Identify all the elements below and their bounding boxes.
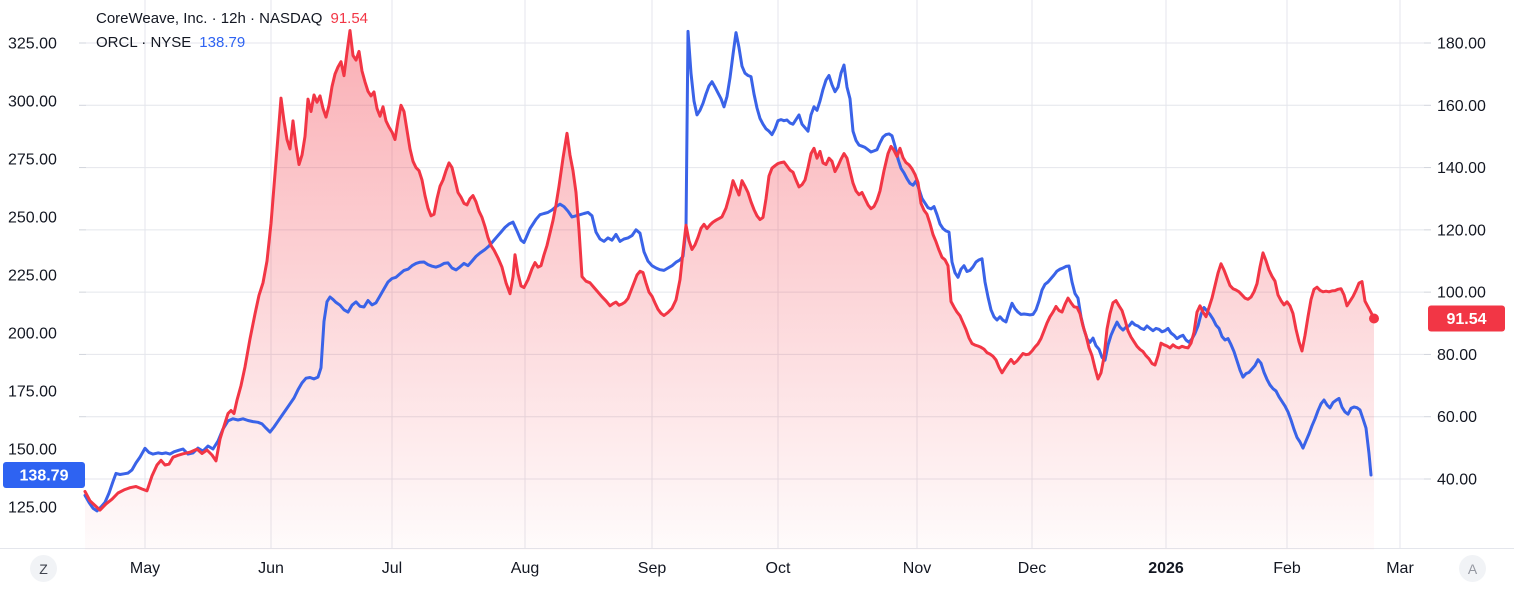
time-axis-label[interactable]: Dec bbox=[1018, 560, 1046, 577]
time-axis-label[interactable]: Mar bbox=[1386, 560, 1414, 577]
time-axis-label[interactable]: Sep bbox=[638, 560, 667, 577]
left-axis-label[interactable]: 225.00 bbox=[8, 268, 57, 285]
right-axis-label[interactable]: 140.00 bbox=[1437, 160, 1486, 177]
time-axis-label[interactable]: 2026 bbox=[1148, 560, 1184, 577]
legend-symbol-crwv[interactable]: CoreWeave, Inc. · 12h · NASDAQ bbox=[96, 10, 323, 27]
legend-row-orcl: ORCL · NYSE 138.79 bbox=[96, 31, 368, 55]
legend-symbol-orcl[interactable]: ORCL · NYSE bbox=[96, 34, 192, 51]
auto-scale-button[interactable]: A bbox=[1459, 555, 1486, 582]
time-axis-label[interactable]: Nov bbox=[903, 560, 931, 577]
left-axis-label[interactable]: 275.00 bbox=[8, 152, 57, 169]
time-axis-label[interactable]: Oct bbox=[766, 560, 791, 577]
zoom-out-button[interactable]: Z bbox=[30, 555, 57, 582]
left-axis-label[interactable]: 125.00 bbox=[8, 500, 57, 517]
last-price-dot bbox=[1369, 313, 1379, 324]
orcl-last-price-badge-value: 138.79 bbox=[20, 468, 69, 485]
crwv-area-fill bbox=[85, 30, 1374, 550]
left-axis-label[interactable]: 175.00 bbox=[8, 384, 57, 401]
left-axis-label[interactable]: 300.00 bbox=[8, 94, 57, 111]
right-axis-label[interactable]: 180.00 bbox=[1437, 36, 1486, 53]
right-axis-label[interactable]: 120.00 bbox=[1437, 222, 1486, 239]
crwv-last-price-badge bbox=[1428, 305, 1505, 332]
right-axis-label[interactable]: 60.00 bbox=[1437, 409, 1477, 426]
right-axis-label[interactable]: 100.00 bbox=[1437, 285, 1486, 302]
legend-last-price-orcl: 138.79 bbox=[199, 34, 246, 51]
left-axis-label[interactable]: 250.00 bbox=[8, 210, 57, 227]
right-axis-label[interactable]: 80.00 bbox=[1437, 347, 1477, 364]
legend-row-crwv: CoreWeave, Inc. · 12h · NASDAQ 91.54 bbox=[96, 7, 368, 31]
orcl-last-price-badge bbox=[3, 462, 85, 488]
left-axis-label[interactable]: 200.00 bbox=[8, 326, 57, 343]
legend-last-price-crwv: 91.54 bbox=[330, 10, 369, 27]
time-axis-label[interactable]: Feb bbox=[1273, 560, 1301, 577]
orcl-line-series bbox=[83, 29, 1373, 513]
right-axis-label[interactable]: 40.00 bbox=[1437, 472, 1477, 489]
time-axis-label[interactable]: May bbox=[130, 560, 160, 577]
legend: CoreWeave, Inc. · 12h · NASDAQ 91.54 ORCL… bbox=[96, 7, 368, 55]
crwv-last-price-badge-value: 91.54 bbox=[1446, 311, 1486, 328]
left-axis-label[interactable]: 325.00 bbox=[8, 36, 57, 53]
right-axis-label[interactable]: 160.00 bbox=[1437, 98, 1486, 115]
time-axis-label[interactable]: Aug bbox=[511, 560, 539, 577]
time-axis-label[interactable]: Jun bbox=[258, 560, 284, 577]
crwv-line-series bbox=[83, 29, 1376, 512]
left-axis-label[interactable]: 150.00 bbox=[8, 442, 57, 459]
time-axis-label[interactable]: Jul bbox=[382, 560, 402, 577]
